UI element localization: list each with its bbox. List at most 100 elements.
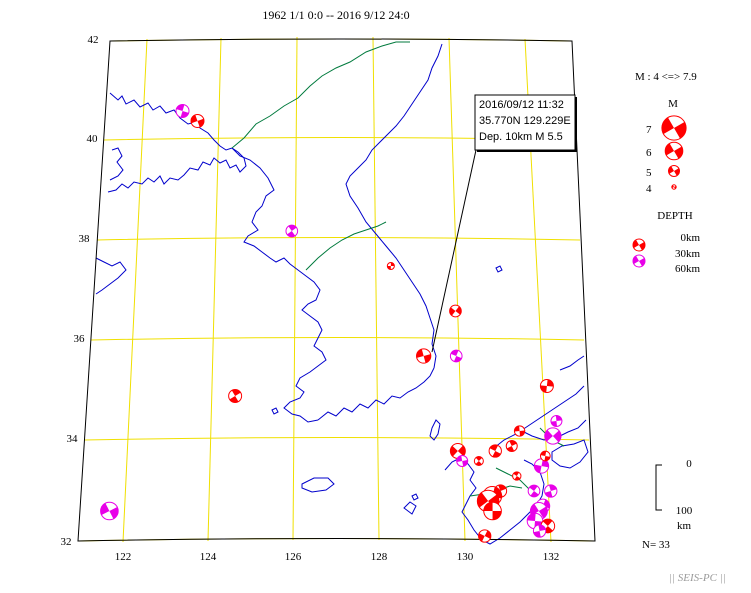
- event-marker-quadrant: [455, 306, 462, 315]
- lat-label-36: 36: [74, 333, 86, 345]
- event-marker[interactable]: [478, 529, 492, 543]
- event-marker[interactable]: [416, 348, 432, 364]
- magnitude-label-6: 6: [646, 147, 652, 159]
- map-title: 1962 1/1 0:0 -- 2016 9/12 24:0: [262, 8, 409, 22]
- event-marker-quadrant: [475, 461, 482, 466]
- magnitude-legend-symbol[interactable]: [668, 165, 680, 177]
- event-marker-quadrant: [457, 445, 466, 457]
- lon-labels: 122 124 126 128 130 132: [115, 551, 560, 563]
- event-marker-quadrant: [530, 503, 539, 516]
- event-marker[interactable]: [539, 450, 551, 462]
- event-count: N= 33: [642, 539, 670, 551]
- lon-label-132: 132: [543, 551, 560, 563]
- event-marker-quadrant: [489, 444, 499, 451]
- event-marker[interactable]: [483, 501, 502, 521]
- event-marker[interactable]: [473, 455, 484, 467]
- magnitude-legend-symbol-quadrant: [674, 121, 687, 139]
- lon-label-128: 128: [371, 551, 388, 563]
- event-marker[interactable]: [550, 415, 563, 427]
- event-popup[interactable]: 2016/09/12 11:32 35.770N 129.229E Dep. 1…: [474, 94, 577, 152]
- event-marker[interactable]: [100, 501, 119, 521]
- event-marker[interactable]: [544, 484, 558, 498]
- depth-legend-symbols: [632, 238, 646, 268]
- lat-label-32: 32: [61, 536, 72, 548]
- island-goto: [403, 501, 417, 515]
- event-marker[interactable]: [449, 349, 463, 363]
- magnitude-legend-symbol-quadrant: [674, 185, 677, 189]
- island-jeju: [301, 477, 335, 493]
- event-marker[interactable]: [386, 261, 395, 271]
- magnitude-legend-symbol[interactable]: [664, 141, 684, 161]
- event-marker[interactable]: [488, 444, 502, 458]
- event-marker-quadrant: [478, 533, 485, 542]
- event-marker[interactable]: [456, 455, 469, 467]
- event-marker-quadrant: [387, 265, 391, 270]
- event-marker-quadrant: [475, 456, 483, 461]
- event-marker-quadrant: [550, 421, 558, 427]
- event-marker-quadrant: [555, 415, 562, 421]
- event-marker[interactable]: [228, 389, 243, 403]
- magnitude-legend-symbol[interactable]: [661, 115, 687, 141]
- event-marker-quadrant: [197, 118, 204, 128]
- parallel-38: [96, 237, 581, 241]
- parallel-36: [90, 337, 585, 341]
- magnitude-range-label: M : 4 <=> 7.9: [635, 71, 697, 83]
- island-small-1: [271, 407, 279, 415]
- event-marker[interactable]: [533, 458, 550, 474]
- event-marker[interactable]: [512, 471, 522, 481]
- magnitude-heading: M: [668, 98, 678, 110]
- event-marker-quadrant: [530, 491, 539, 497]
- event-marker-quadrant: [527, 513, 536, 521]
- event-marker-quadrant: [519, 430, 525, 437]
- event-marker[interactable]: [527, 484, 541, 498]
- event-marker[interactable]: [539, 379, 554, 393]
- event-marker-quadrant: [538, 506, 548, 519]
- border-dmz: [305, 221, 387, 271]
- magnitude-legend-symbol-quadrant: [661, 117, 674, 135]
- popup-depth-magnitude: Dep. 10km M 5.5: [479, 131, 563, 143]
- meridian-124: [207, 37, 222, 542]
- event-marker-quadrant: [229, 396, 239, 403]
- event-marker-quadrant: [544, 491, 553, 498]
- magnitude-legend-symbol[interactable]: [671, 184, 677, 190]
- depth-legend-symbol[interactable]: [632, 254, 646, 268]
- scale-bar-line: [655, 464, 662, 511]
- event-marker-quadrant: [534, 464, 542, 474]
- event-marker[interactable]: [513, 425, 526, 437]
- event-marker-quadrant: [449, 307, 456, 316]
- event-marker-quadrant: [546, 379, 554, 387]
- scale-top-label: 0: [686, 458, 692, 470]
- event-marker-quadrant: [544, 456, 551, 461]
- scale-unit-label: km: [677, 520, 692, 532]
- lat-label-34: 34: [67, 433, 79, 445]
- event-marker-quadrant: [513, 471, 520, 476]
- event-marker-quadrant: [529, 485, 538, 491]
- event-marker[interactable]: [505, 440, 518, 452]
- event-marker[interactable]: [175, 104, 190, 118]
- island-tsushima: [429, 419, 441, 441]
- popup-shadow: [575, 97, 577, 152]
- event-marker-quadrant: [483, 502, 493, 511]
- magnitude-legend-symbol-quadrant: [671, 185, 674, 189]
- event-marker[interactable]: [285, 224, 299, 238]
- event-marker[interactable]: [449, 443, 466, 459]
- event-marker-quadrant: [231, 389, 241, 396]
- event-marker[interactable]: [544, 427, 562, 445]
- meridian-128: [372, 36, 380, 541]
- event-marker[interactable]: [449, 304, 462, 318]
- event-marker-quadrant: [542, 519, 553, 526]
- event-marker-quadrant: [191, 114, 198, 124]
- event-marker-quadrant: [492, 451, 501, 458]
- island-ulleung: [495, 265, 503, 273]
- depth-label-60km: 60km: [675, 263, 701, 275]
- event-marker[interactable]: [190, 114, 205, 128]
- lat-label-38: 38: [79, 233, 91, 245]
- event-marker[interactable]: [532, 524, 547, 538]
- event-marker-quadrant: [538, 524, 546, 531]
- coast-liaodong: [109, 92, 239, 153]
- depth-legend-symbol[interactable]: [632, 238, 646, 252]
- depth-legend-symbol-quadrant: [639, 242, 645, 251]
- event-marker-quadrant: [540, 385, 547, 393]
- coast-honshu-north: [559, 355, 585, 371]
